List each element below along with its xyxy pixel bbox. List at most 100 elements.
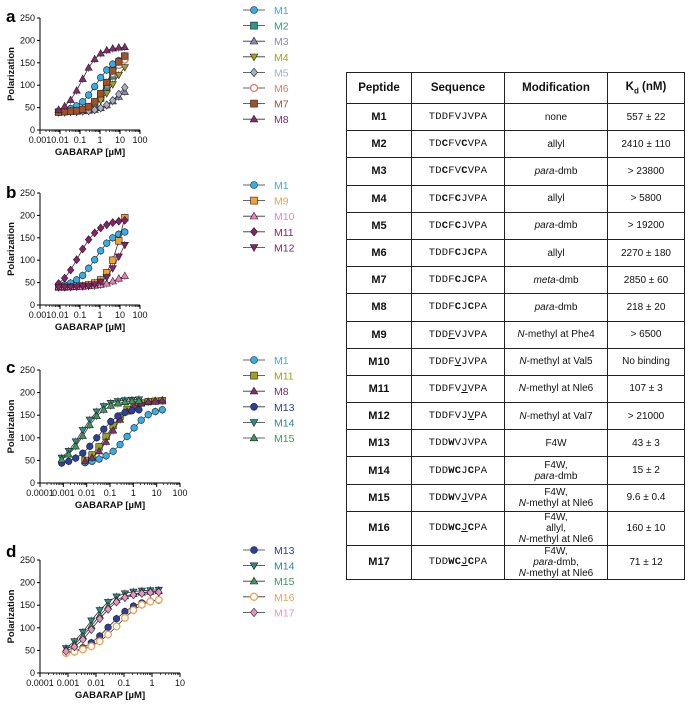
data-point [112, 597, 121, 607]
y-tick-label: 200 [20, 388, 35, 398]
data-point [79, 635, 87, 644]
legend-entry-M16: M16 [243, 592, 295, 604]
data-point [121, 607, 129, 616]
data-point [121, 228, 129, 236]
table-row: M3 TDCFVCVPA para-dmb > 23800 [346, 157, 685, 186]
cell-sequence: TDDFVJVPA [411, 320, 505, 349]
data-point [78, 74, 87, 82]
series-curve [58, 219, 125, 284]
cell-kd: 2850 ± 60 [607, 266, 685, 295]
legend-marker [249, 36, 259, 45]
legend-label: M1 [274, 355, 289, 367]
legend-label: M7 [274, 99, 289, 111]
legend-label: M1 [274, 5, 289, 17]
legend-entry-M4: M4 [243, 52, 289, 64]
table-row: M2 TDCFVCVPA allyl 2410 ± 110 [346, 130, 685, 159]
y-tick-label: 50 [25, 278, 35, 288]
series-M13 [58, 405, 143, 468]
x-axis-label: GABARAP [µM] [55, 322, 125, 333]
data-point [93, 434, 101, 442]
series-curve [65, 590, 159, 650]
legend-label: M17 [274, 607, 295, 619]
data-point [78, 427, 87, 435]
legend-entry-M2: M2 [243, 21, 289, 33]
cell-kd: 2410 ± 110 [607, 130, 685, 159]
cell-peptide: M14 [346, 456, 412, 485]
data-point [72, 454, 80, 462]
series-M1 [81, 405, 166, 467]
data-point [114, 274, 123, 282]
y-axis-label: Polarization [6, 222, 17, 276]
data-point [135, 406, 143, 414]
data-point [121, 215, 129, 225]
data-point [84, 282, 93, 291]
x-axis-label: GABARAP [µM] [75, 500, 145, 511]
legend-label: M15 [274, 576, 295, 588]
data-point [115, 58, 123, 66]
cell-sequence: TDDWCJCPA [411, 456, 505, 485]
data-point [91, 98, 99, 106]
y-tick-label: 250 [20, 188, 35, 198]
cell-sequence: TDCFVCVPA [411, 130, 505, 159]
data-point [72, 283, 81, 292]
legend-label: M8 [274, 114, 289, 126]
cell-modification: N-methyl at Phe4 [504, 320, 608, 349]
cell-sequence: TDDFVJVPA [411, 347, 505, 376]
data-point [137, 600, 146, 609]
legend-entry-M6: M6 [243, 83, 289, 95]
table-row: M1 TDDFVJVPA none 557 ± 22 [346, 102, 685, 132]
data-point [66, 95, 75, 103]
data-point [104, 623, 112, 631]
data-point [90, 105, 99, 115]
table-row: M16 TDDWCJCPA F4W, allyl, N-methyl at Nle6 16… [346, 510, 685, 546]
data-point [78, 244, 87, 254]
series-curve [65, 599, 159, 654]
y-tick-label: 50 [25, 455, 35, 465]
series-M16 [62, 595, 163, 658]
data-point [95, 637, 104, 646]
cell-kd: > 6500 [607, 320, 685, 349]
cell-modification: N-methyl at Val7 [504, 402, 608, 431]
cell-kd: 107 ± 3 [607, 374, 685, 404]
legend-label: M14 [274, 561, 295, 573]
table-row: M7 TDDFCJCPA meta-dmb 2850 ± 60 [346, 266, 685, 295]
data-point [129, 606, 138, 615]
x-tick-label: 1 [97, 310, 102, 320]
x-tick-label: 1 [131, 488, 136, 498]
data-point [96, 278, 105, 287]
y-tick-label: 250 [20, 555, 35, 565]
cell-sequence: TDDWVJVPA [411, 429, 505, 458]
data-point [102, 274, 111, 282]
table-body: M1 TDDFVJVPA none 557 ± 22 M2 TDCFVCVPA allyl 2… [346, 102, 685, 580]
legend-marker [249, 386, 259, 395]
x-tick-label: 0.001 [52, 488, 75, 498]
y-tick-label: 150 [20, 600, 35, 610]
data-point [107, 417, 115, 426]
cell-peptide: M15 [346, 483, 412, 512]
y-tick-label: 0 [30, 300, 35, 310]
legend-marker [250, 546, 258, 554]
data-point [85, 416, 94, 425]
legend-entry-M3: M3 [243, 36, 289, 48]
y-tick-label: 100 [20, 623, 35, 633]
data-point [158, 395, 167, 404]
y-axis-label: Polarization [6, 399, 17, 453]
cell-peptide: M1 [346, 102, 412, 132]
legend-marker [250, 67, 258, 78]
legend-marker [250, 99, 258, 108]
data-point [115, 237, 123, 245]
series-M15 [57, 396, 144, 464]
table-row: M15 TDDWVJVPA F4W, N-methyl at Nle6 9.6 ± 0.… [346, 483, 685, 512]
series-curve [58, 217, 126, 288]
cell-sequence: TDDFVJVPA [411, 102, 505, 132]
data-point [102, 45, 111, 54]
data-point [60, 273, 69, 283]
data-point [128, 407, 136, 415]
legend-entry-M11: M11 [243, 371, 294, 383]
y-tick-label: 0 [30, 125, 35, 135]
data-point [90, 54, 99, 63]
cell-kd: > 5800 [607, 184, 685, 213]
panel-label: d [6, 542, 16, 561]
legend-label: M1 [274, 180, 289, 192]
x-tick-label: 0.0001 [26, 488, 54, 498]
